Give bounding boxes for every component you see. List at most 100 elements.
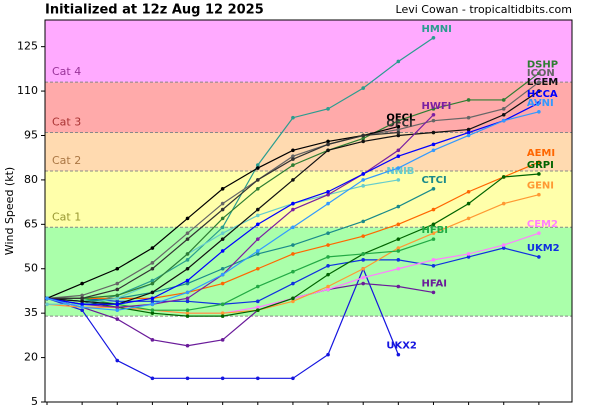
model-point	[466, 98, 471, 102]
model-point	[501, 201, 506, 206]
model-point	[326, 142, 330, 147]
model-point	[431, 35, 436, 40]
model-point	[115, 293, 120, 298]
y-tick-label: 65	[24, 217, 38, 230]
model-point	[80, 299, 84, 304]
model-label: OFCL	[386, 113, 416, 124]
model-point	[115, 296, 120, 301]
model-point	[255, 376, 260, 381]
model-point	[326, 287, 330, 292]
model-point	[255, 222, 260, 227]
model-point	[431, 186, 436, 191]
model-point	[220, 225, 225, 230]
model-point	[501, 107, 506, 111]
model-point	[537, 231, 541, 236]
model-point	[326, 201, 330, 206]
y-tick-label: 95	[24, 128, 38, 141]
y-tick-label: 20	[24, 351, 38, 364]
model-point	[431, 231, 436, 236]
model-point	[255, 178, 260, 182]
model-point	[80, 281, 84, 286]
model-point	[396, 258, 401, 262]
model-point	[501, 246, 506, 250]
model-point	[396, 118, 401, 123]
model-point	[291, 252, 295, 256]
model-point	[537, 109, 541, 114]
model-point	[501, 98, 506, 102]
model-point	[466, 189, 471, 194]
model-point	[80, 293, 84, 298]
model-point	[431, 258, 436, 262]
model-point	[291, 243, 295, 247]
model-point	[396, 284, 401, 289]
model-point	[220, 272, 225, 277]
model-point	[326, 189, 330, 194]
model-point	[361, 219, 366, 224]
model-point	[396, 127, 401, 132]
model-point	[291, 299, 295, 304]
model-point	[361, 86, 366, 90]
model-point	[185, 252, 190, 256]
model-point	[291, 269, 295, 274]
model-point	[326, 231, 330, 236]
model-point	[466, 127, 471, 132]
model-point	[255, 237, 260, 241]
model-point	[80, 305, 84, 310]
model-point	[291, 201, 295, 206]
model-point	[326, 352, 330, 357]
model-point	[291, 281, 295, 286]
intensity-band	[45, 82, 572, 133]
model-label: NNIB	[386, 166, 414, 177]
model-point	[220, 281, 225, 286]
model-point	[150, 299, 155, 304]
model-point	[326, 192, 330, 197]
model-point	[255, 207, 260, 212]
model-point	[431, 118, 436, 123]
model-label: HCCA	[527, 89, 558, 100]
model-point	[150, 296, 155, 301]
model-point	[150, 338, 155, 342]
model-point	[255, 163, 260, 167]
model-point	[220, 376, 225, 381]
model-point	[537, 101, 541, 105]
y-tick-label: 50	[24, 262, 38, 275]
model-point	[326, 255, 330, 259]
chart-subtitle: Levi Cowan - tropicaltidbits.com	[396, 3, 572, 16]
model-point	[361, 252, 366, 256]
model-point	[501, 112, 506, 117]
model-point	[150, 278, 155, 283]
model-point	[220, 207, 225, 212]
model-line	[46, 37, 434, 305]
model-label: HWFI	[421, 101, 451, 112]
model-point	[291, 178, 295, 182]
model-point	[326, 107, 330, 111]
model-point	[291, 154, 295, 159]
model-point	[466, 216, 471, 221]
model-point	[326, 139, 330, 144]
model-point	[291, 296, 295, 301]
model-point	[185, 278, 190, 283]
model-point	[45, 302, 49, 307]
model-point	[115, 302, 120, 307]
model-point	[326, 148, 330, 153]
model-point	[361, 258, 366, 262]
model-point	[396, 352, 401, 357]
model-label: CEM2	[527, 219, 558, 230]
plot-frame	[44, 19, 573, 403]
model-point	[255, 308, 260, 313]
model-point	[115, 299, 120, 304]
model-point	[185, 311, 190, 315]
model-point	[537, 160, 541, 164]
model-point	[396, 154, 401, 159]
model-point	[220, 311, 225, 315]
model-point	[291, 376, 295, 381]
model-point	[537, 172, 541, 176]
model-point	[185, 281, 190, 286]
model-point	[431, 263, 436, 268]
y-tick-label: 125	[17, 40, 38, 53]
model-point	[150, 246, 155, 250]
model-point	[220, 314, 225, 318]
model-point	[220, 237, 225, 241]
model-point	[466, 133, 471, 138]
